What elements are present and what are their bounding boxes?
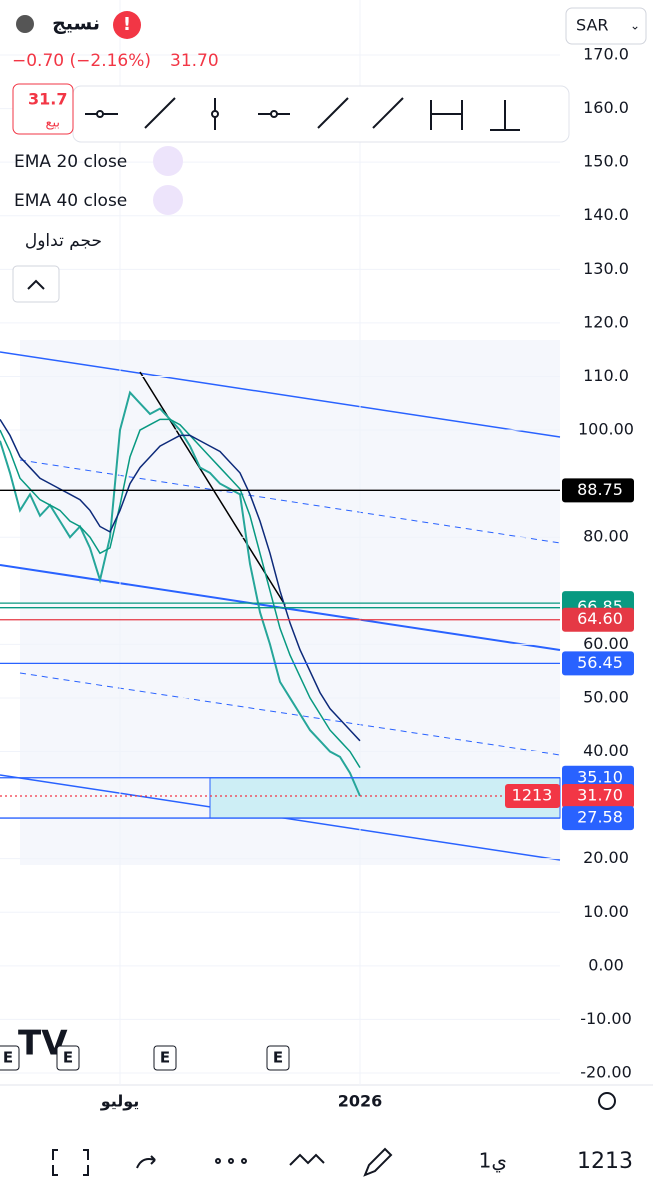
range-box [209,777,561,819]
interval[interactable]: 1ي [479,1149,507,1174]
dropdown-arrow: ⌄ [630,19,640,33]
level-badge [562,806,634,831]
collapse-button[interactable] [12,265,60,303]
indicator-icon[interactable] [153,185,183,215]
indicator[interactable]: EMA 20 close [14,152,127,172]
timer: 1213 [577,1149,633,1174]
collapse-icon [27,279,45,290]
countdown: 1213 [512,785,553,804]
y-tick-label: -10.00 [580,1009,632,1028]
series-line [0,390,361,797]
y-tick-label: 0.00 [588,955,624,974]
y-tick-label: 60.00 [583,634,629,653]
level-badge [562,478,634,503]
earnings-label: E [3,1049,13,1067]
toolbar-icons [85,97,520,131]
level-badge [562,783,634,808]
bottom-icons [52,1092,616,1177]
x-tick-label: يوليو [100,1092,140,1111]
earnings-marker [266,1045,290,1071]
y-tick-label: 100.00 [578,420,634,439]
earnings-label: E [273,1049,283,1067]
earnings-marker [0,1045,20,1071]
level-label: 35.10 [577,767,623,786]
channel-mid [19,672,561,756]
price: 31.70 [170,51,219,71]
y-tick-label: 140.0 [583,205,629,224]
trend-line [139,371,286,606]
y-tick-label: 50.00 [583,687,629,706]
currency: SAR [576,16,609,35]
currency-select[interactable] [565,7,647,45]
level-badge [562,765,634,790]
y-tick-label: 10.00 [583,902,629,921]
channel-line [0,351,561,438]
indicator-icon[interactable] [153,146,183,176]
indicator[interactable]: EMA 40 close [14,191,127,211]
alert-mark: ! [123,14,131,35]
bid-price: 31.7 [28,90,67,109]
x-tick-label: 2026 [338,1092,383,1111]
level-label: 88.75 [577,480,623,499]
indicator[interactable]: حجم تداول [25,231,102,251]
alert-icon[interactable] [113,11,141,39]
level-label: 64.60 [577,609,623,628]
logo [16,15,34,33]
y-tick-label: -20.00 [580,1063,632,1082]
level-label: 56.45 [577,653,623,672]
level-label: 31.70 [577,785,623,804]
earnings-label: E [63,1049,73,1067]
level-label: 27.58 [577,808,623,827]
earnings-marker [56,1045,80,1071]
series-line [0,418,361,768]
earnings-marker [153,1045,177,1071]
y-tick-label: 120.0 [583,312,629,331]
y-tick-label: 170.0 [583,45,629,64]
y-tick-label: 40.00 [583,741,629,760]
earnings-label: E [160,1049,170,1067]
level-badge [562,651,634,676]
level-badge [562,607,634,632]
channel-mid [19,459,561,544]
y-tick-label: 20.00 [583,848,629,867]
series-line [0,418,361,742]
bid-label: بيع [46,116,60,131]
y-tick-label: 160.0 [583,98,629,117]
y-tick-label: 110.0 [583,366,629,385]
y-tick-label: 150.0 [583,152,629,171]
countdown-badge [505,783,560,808]
drawing-toolbar[interactable] [72,85,570,143]
symbol: نسيج [52,13,100,35]
change: −0.70 (−2.16%) [12,51,151,71]
sell-button[interactable] [12,83,74,135]
y-tick-label: 130.0 [583,259,629,278]
y-tick-label: 80.00 [583,527,629,546]
